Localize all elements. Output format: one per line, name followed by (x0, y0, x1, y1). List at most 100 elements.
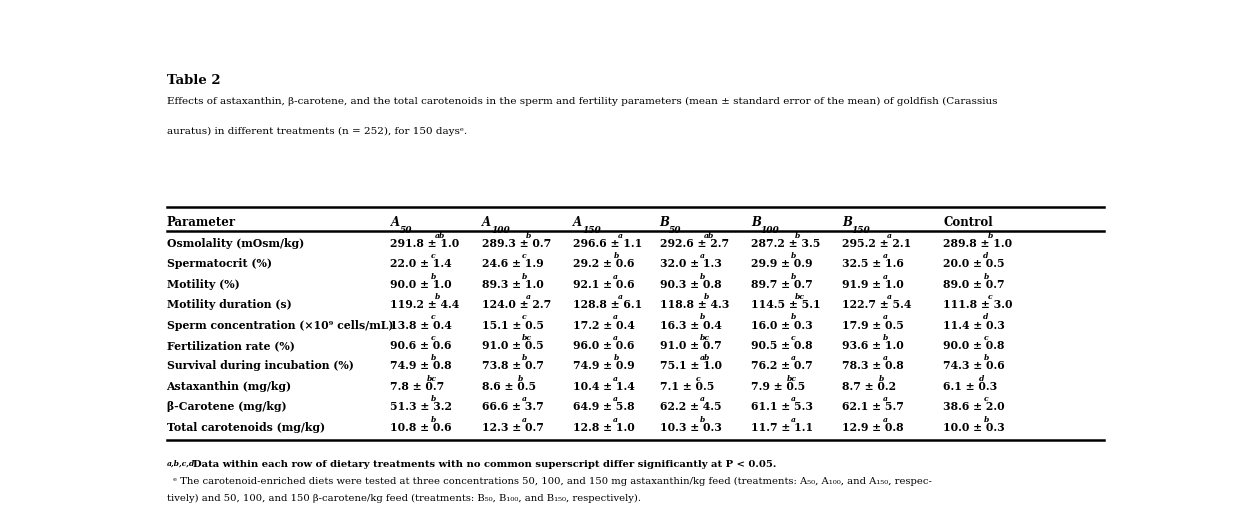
Text: 287.2 ± 3.5: 287.2 ± 3.5 (751, 238, 820, 249)
Text: 93.6 ± 1.0: 93.6 ± 1.0 (842, 340, 904, 351)
Text: a: a (699, 252, 704, 260)
Text: 15.1 ± 0.5: 15.1 ± 0.5 (481, 320, 543, 331)
Text: 12.3 ± 0.7: 12.3 ± 0.7 (481, 422, 543, 433)
Text: b: b (699, 314, 706, 321)
Text: 6.1 ± 0.3: 6.1 ± 0.3 (942, 381, 997, 392)
Text: A: A (481, 216, 491, 229)
Text: 22.0 ± 1.4: 22.0 ± 1.4 (391, 258, 453, 269)
Text: Spermatocrit (%): Spermatocrit (%) (166, 258, 272, 269)
Text: 78.3 ± 0.8: 78.3 ± 0.8 (842, 360, 904, 371)
Text: B: B (660, 216, 670, 229)
Text: 32.5 ± 1.6: 32.5 ± 1.6 (842, 258, 904, 269)
Text: 11.4 ± 0.3: 11.4 ± 0.3 (942, 320, 1004, 331)
Text: 90.0 ± 1.0: 90.0 ± 1.0 (391, 279, 453, 290)
Text: 75.1 ± 1.0: 75.1 ± 1.0 (660, 360, 722, 371)
Text: Sperm concentration (×10⁹ cells/mL): Sperm concentration (×10⁹ cells/mL) (166, 320, 393, 331)
Text: a: a (883, 252, 888, 260)
Text: c: c (791, 334, 796, 342)
Text: b: b (878, 375, 884, 383)
Text: b: b (430, 415, 436, 424)
Text: Osmolality (mOsm/kg): Osmolality (mOsm/kg) (166, 238, 304, 249)
Text: a: a (618, 232, 622, 240)
Text: Astaxanthin (mg/kg): Astaxanthin (mg/kg) (166, 381, 291, 392)
Text: a: a (699, 395, 704, 403)
Text: a: a (883, 415, 888, 424)
Text: 119.2 ± 4.4: 119.2 ± 4.4 (391, 299, 460, 310)
Text: 10.8 ± 0.6: 10.8 ± 0.6 (391, 422, 453, 433)
Text: c: c (987, 293, 992, 301)
Text: 20.0 ± 0.5: 20.0 ± 0.5 (942, 258, 1004, 269)
Text: c: c (983, 334, 988, 342)
Text: 91.0 ± 0.7: 91.0 ± 0.7 (660, 340, 722, 351)
Text: d: d (980, 375, 985, 383)
Text: 295.2 ± 2.1: 295.2 ± 2.1 (842, 238, 911, 249)
Text: b: b (522, 272, 527, 281)
Text: 89.3 ± 1.0: 89.3 ± 1.0 (481, 279, 543, 290)
Text: a: a (526, 293, 531, 301)
Text: 29.9 ± 0.9: 29.9 ± 0.9 (751, 258, 812, 269)
Text: a: a (522, 415, 527, 424)
Text: 91.9 ± 1.0: 91.9 ± 1.0 (842, 279, 904, 290)
Text: 24.6 ± 1.9: 24.6 ± 1.9 (481, 258, 543, 269)
Text: c: c (522, 252, 527, 260)
Text: d: d (983, 252, 988, 260)
Text: c: c (430, 334, 435, 342)
Text: 100: 100 (491, 226, 510, 235)
Text: 61.1 ± 5.3: 61.1 ± 5.3 (751, 401, 813, 412)
Text: 90.3 ± 0.8: 90.3 ± 0.8 (660, 279, 722, 290)
Text: ab: ab (704, 232, 714, 240)
Text: 10.3 ± 0.3: 10.3 ± 0.3 (660, 422, 722, 433)
Text: 289.3 ± 0.7: 289.3 ± 0.7 (481, 238, 551, 249)
Text: 16.3 ± 0.4: 16.3 ± 0.4 (660, 320, 722, 331)
Text: 90.5 ± 0.8: 90.5 ± 0.8 (751, 340, 812, 351)
Text: b: b (526, 232, 532, 240)
Text: b: b (430, 354, 436, 362)
Text: 7.9 ± 0.5: 7.9 ± 0.5 (751, 381, 805, 392)
Text: b: b (518, 375, 523, 383)
Text: a: a (614, 314, 619, 321)
Text: a: a (614, 395, 619, 403)
Text: A: A (573, 216, 582, 229)
Text: 66.6 ± 3.7: 66.6 ± 3.7 (481, 401, 543, 412)
Text: 289.8 ± 1.0: 289.8 ± 1.0 (942, 238, 1012, 249)
Text: a: a (614, 415, 619, 424)
Text: 11.7 ± 1.1: 11.7 ± 1.1 (751, 422, 813, 433)
Text: 62.2 ± 4.5: 62.2 ± 4.5 (660, 401, 722, 412)
Text: c: c (430, 252, 435, 260)
Text: 74.9 ± 0.9: 74.9 ± 0.9 (573, 360, 635, 371)
Text: 7.1 ± 0.5: 7.1 ± 0.5 (660, 381, 714, 392)
Text: B: B (751, 216, 760, 229)
Text: a: a (614, 375, 619, 383)
Text: a,b,c,d: a,b,c,d (166, 460, 195, 467)
Text: a: a (883, 354, 888, 362)
Text: c: c (430, 314, 435, 321)
Text: bc: bc (699, 334, 709, 342)
Text: b: b (430, 395, 436, 403)
Text: 17.9 ± 0.5: 17.9 ± 0.5 (842, 320, 904, 331)
Text: a: a (887, 232, 892, 240)
Text: 51.3 ± 3.2: 51.3 ± 3.2 (391, 401, 453, 412)
Text: c: c (983, 395, 988, 403)
Text: ab: ab (435, 232, 445, 240)
Text: a: a (791, 415, 796, 424)
Text: 90.6 ± 0.6: 90.6 ± 0.6 (391, 340, 451, 351)
Text: a: a (791, 395, 796, 403)
Text: 73.8 ± 0.7: 73.8 ± 0.7 (481, 360, 543, 371)
Text: 50: 50 (670, 226, 682, 235)
Text: 291.8 ± 1.0: 291.8 ± 1.0 (391, 238, 460, 249)
Text: 13.8 ± 0.4: 13.8 ± 0.4 (391, 320, 453, 331)
Text: 74.9 ± 0.8: 74.9 ± 0.8 (391, 360, 453, 371)
Text: 16.0 ± 0.3: 16.0 ± 0.3 (751, 320, 812, 331)
Text: ab: ab (699, 354, 711, 362)
Text: 62.1 ± 5.7: 62.1 ± 5.7 (842, 401, 904, 412)
Text: 10.4 ± 1.4: 10.4 ± 1.4 (573, 381, 635, 392)
Text: b: b (791, 252, 796, 260)
Text: 124.0 ± 2.7: 124.0 ± 2.7 (481, 299, 551, 310)
Text: 90.0 ± 0.8: 90.0 ± 0.8 (942, 340, 1004, 351)
Text: Data within each row of dietary treatments with no common superscript differ sig: Data within each row of dietary treatmen… (193, 460, 776, 469)
Text: b: b (987, 232, 993, 240)
Text: a: a (883, 314, 888, 321)
Text: b: b (430, 272, 436, 281)
Text: Total carotenoids (mg/kg): Total carotenoids (mg/kg) (166, 422, 325, 433)
Text: 12.9 ± 0.8: 12.9 ± 0.8 (842, 422, 904, 433)
